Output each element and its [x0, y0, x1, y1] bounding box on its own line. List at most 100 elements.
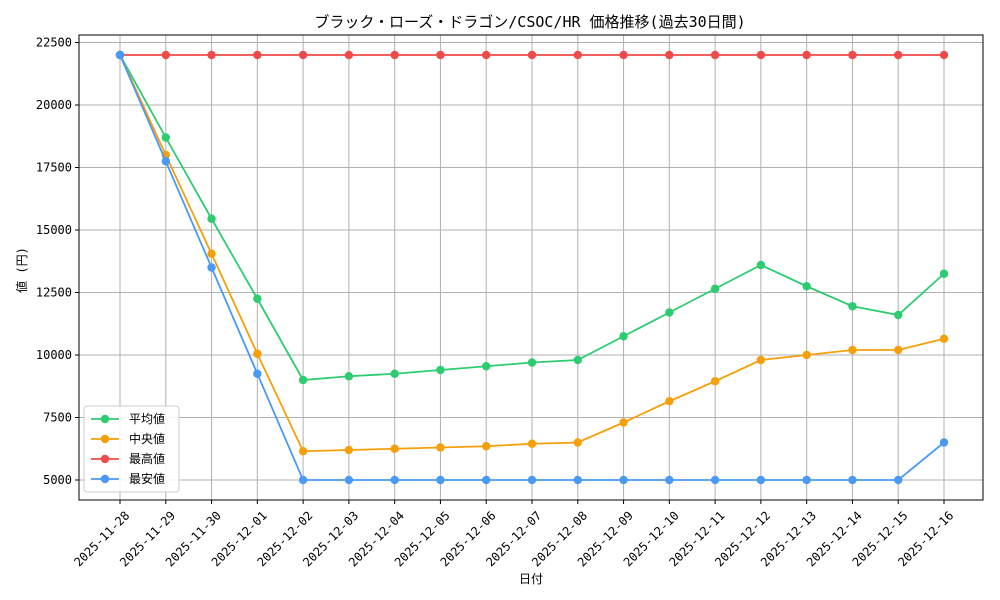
data-point: [207, 50, 216, 60]
data-point: [161, 133, 170, 142]
data-point: [344, 50, 354, 60]
y-tick-label: 12500: [36, 286, 72, 300]
data-point: [894, 50, 903, 60]
data-point: [665, 397, 674, 406]
legend-label: 平均値: [129, 411, 165, 426]
data-point: [619, 475, 628, 485]
data-point: [344, 372, 354, 381]
data-point: [527, 358, 537, 367]
data-point: [482, 475, 491, 485]
data-point: [482, 442, 491, 451]
data-point: [756, 475, 766, 485]
data-point: [436, 50, 445, 60]
chart-title: ブラック・ローズ・ドラゴン/CSOC/HR 価格推移(過去30日間): [314, 13, 745, 31]
data-point: [573, 438, 582, 447]
series-3: [115, 50, 949, 60]
y-tick-label: 20000: [36, 98, 72, 112]
data-point: [253, 349, 262, 358]
plot-frame: [78, 34, 984, 501]
x-axis-label: 日付: [519, 572, 543, 586]
data-point: [619, 50, 628, 60]
legend-item: 最安値: [91, 471, 165, 486]
data-point: [939, 334, 949, 343]
data-point: [802, 282, 811, 291]
data-point: [344, 445, 354, 455]
data-point: [115, 50, 125, 60]
data-point: [573, 355, 582, 365]
data-point: [482, 362, 491, 371]
y-tick-label: 10000: [36, 348, 72, 362]
y-axis-ticks: 5000 7500 10000 12500 15000 17500 20000 22500: [36, 36, 79, 487]
data-point: [207, 214, 216, 223]
series-2: [115, 50, 949, 456]
series-layer: [115, 50, 949, 485]
data-point: [939, 50, 949, 60]
data-point: [802, 475, 811, 485]
data-point: [161, 157, 170, 166]
data-point: [390, 369, 399, 378]
data-point: [253, 369, 262, 378]
data-point: [527, 50, 537, 60]
y-axis-label: 値 (円): [14, 247, 29, 293]
legend-swatch-marker: [100, 474, 110, 484]
data-point: [527, 475, 537, 485]
data-point: [573, 475, 582, 485]
data-point: [710, 377, 720, 386]
data-point: [161, 50, 170, 60]
data-point: [390, 475, 399, 485]
data-point: [894, 310, 903, 320]
series-4: [115, 50, 949, 485]
data-point: [939, 438, 949, 447]
data-point: [848, 302, 857, 311]
legend-item: 最高値: [91, 451, 165, 466]
y-tick-label: 7500: [43, 411, 72, 425]
data-point: [298, 375, 308, 385]
legend-item: 平均値: [91, 411, 165, 426]
y-tick-label: 17500: [36, 161, 72, 175]
legend-item: 中央値: [91, 431, 165, 446]
grid: [79, 35, 983, 500]
data-point: [253, 50, 262, 60]
data-point: [848, 475, 857, 485]
data-point: [894, 345, 903, 355]
data-point: [619, 418, 628, 427]
data-point: [802, 50, 811, 60]
data-point: [848, 345, 857, 355]
data-point: [298, 50, 308, 60]
data-point: [527, 439, 537, 448]
data-point: [298, 475, 308, 485]
data-point: [436, 365, 445, 375]
data-point: [344, 475, 354, 485]
y-tick-label: 5000: [43, 473, 72, 487]
legend-swatch-marker: [100, 454, 110, 464]
data-point: [894, 475, 903, 485]
data-point: [848, 50, 857, 60]
data-point: [390, 50, 399, 60]
x-axis-ticks: 2025-11-282025-11-292025-11-302025-12-01…: [71, 500, 956, 569]
data-point: [939, 269, 949, 278]
data-point: [756, 355, 766, 365]
data-point: [710, 284, 720, 293]
legend-label: 最安値: [129, 471, 165, 486]
data-point: [665, 50, 674, 60]
series-1: [115, 50, 949, 385]
data-point: [756, 50, 766, 60]
legend-box: [83, 405, 180, 493]
data-point: [619, 332, 628, 341]
legend-label: 最高値: [129, 451, 165, 466]
data-point: [482, 50, 491, 60]
data-point: [436, 475, 445, 485]
data-point: [756, 260, 766, 270]
data-point: [207, 263, 216, 272]
legend-swatch-marker: [100, 414, 110, 424]
data-point: [207, 249, 216, 258]
legend-swatch-marker: [100, 434, 110, 444]
data-point: [710, 475, 720, 485]
data-point: [390, 444, 399, 453]
data-point: [436, 443, 445, 452]
data-point: [665, 475, 674, 485]
data-point: [665, 308, 674, 317]
y-tick-label: 15000: [36, 223, 72, 237]
